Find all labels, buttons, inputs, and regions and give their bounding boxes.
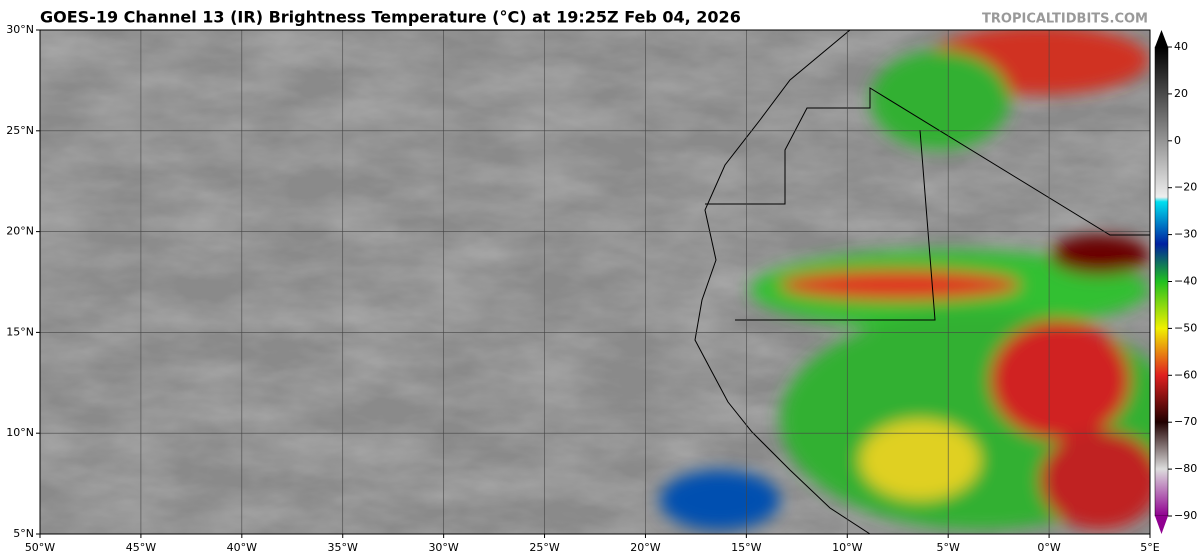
graticule — [40, 30, 1150, 534]
colorbar-label: −60 — [1174, 368, 1197, 381]
colorbar-label: −80 — [1174, 462, 1197, 475]
map-frame — [39, 29, 1151, 535]
lon-label: 45°W — [126, 541, 156, 554]
colorbar-label: −90 — [1174, 509, 1197, 522]
lon-label: 5°W — [936, 541, 959, 554]
lat-label: 30°N — [6, 23, 34, 36]
lat-label: 15°N — [6, 325, 34, 338]
lon-label: 10°W — [832, 541, 862, 554]
coastline — [694, 30, 871, 534]
satellite-image — [40, 30, 1150, 534]
watermark: TROPICALTIDBITS.COM — [982, 12, 1148, 27]
cold-clouds — [660, 30, 1150, 530]
lat-label: 10°N — [6, 426, 34, 439]
lon-label: 25°W — [529, 541, 559, 554]
colorbar-arrow-top — [1155, 30, 1168, 47]
lon-label: 35°W — [328, 541, 358, 554]
colorbar — [1154, 46, 1169, 517]
lat-label: 20°N — [6, 225, 34, 238]
colorbar-label: −30 — [1174, 228, 1197, 241]
axis-labels: 50°W 45°W 40°W 35°W 30°W 25°W 20°W 15°W 10°W 5°W 0… — [6, 23, 1197, 554]
colorbar-label: 20 — [1174, 87, 1188, 100]
colorbar-label: 40 — [1174, 40, 1188, 53]
lon-label: 50°W — [25, 541, 55, 554]
colorbar-label: −70 — [1174, 415, 1197, 428]
title: GOES-19 Channel 13 (IR) Brightness Tempe… — [40, 8, 741, 27]
lon-label: 30°W — [428, 541, 458, 554]
colorbar-arrow-bottom — [1155, 516, 1168, 534]
lat-label: 25°N — [6, 124, 34, 137]
border — [705, 87, 1150, 236]
lon-label: 20°W — [630, 541, 660, 554]
colorbar-label: −50 — [1174, 321, 1197, 334]
colorbar-label: −40 — [1174, 275, 1197, 288]
lat-label: 5°N — [13, 527, 34, 540]
colorbar-label: −20 — [1174, 181, 1197, 194]
lon-label: 15°W — [731, 541, 761, 554]
lon-label: 40°W — [227, 541, 257, 554]
colorbar-label: 0 — [1174, 134, 1181, 147]
lon-label: 5°E — [1140, 541, 1159, 554]
lon-label: 0°W — [1037, 541, 1060, 554]
border — [735, 129, 936, 321]
